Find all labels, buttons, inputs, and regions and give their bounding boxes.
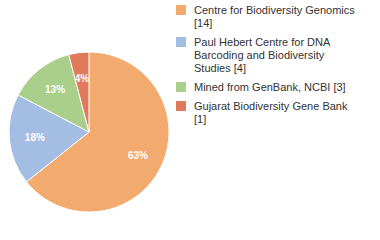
svg-text:18%: 18% [25,132,45,143]
html-text:Mined from GenBank, NCBI [3]: Mined from GenBank, NCBI [3] [194,81,346,93]
svg-text:63%: 63% [128,150,148,161]
svg-text:4%: 4% [75,73,90,84]
svg-text:13%: 13% [45,84,65,95]
html-text:Paul Hebert Centre for DNA Bar: Paul Hebert Centre for DNA Barcoding and… [194,36,330,74]
html-text:Gujarat Biodiversity Gene Bank: Gujarat Biodiversity Gene Bank [1] [194,100,348,125]
html-text:Centre for Biodiversity Genomi: Centre for Biodiversity Genomics [14] [194,4,355,29]
